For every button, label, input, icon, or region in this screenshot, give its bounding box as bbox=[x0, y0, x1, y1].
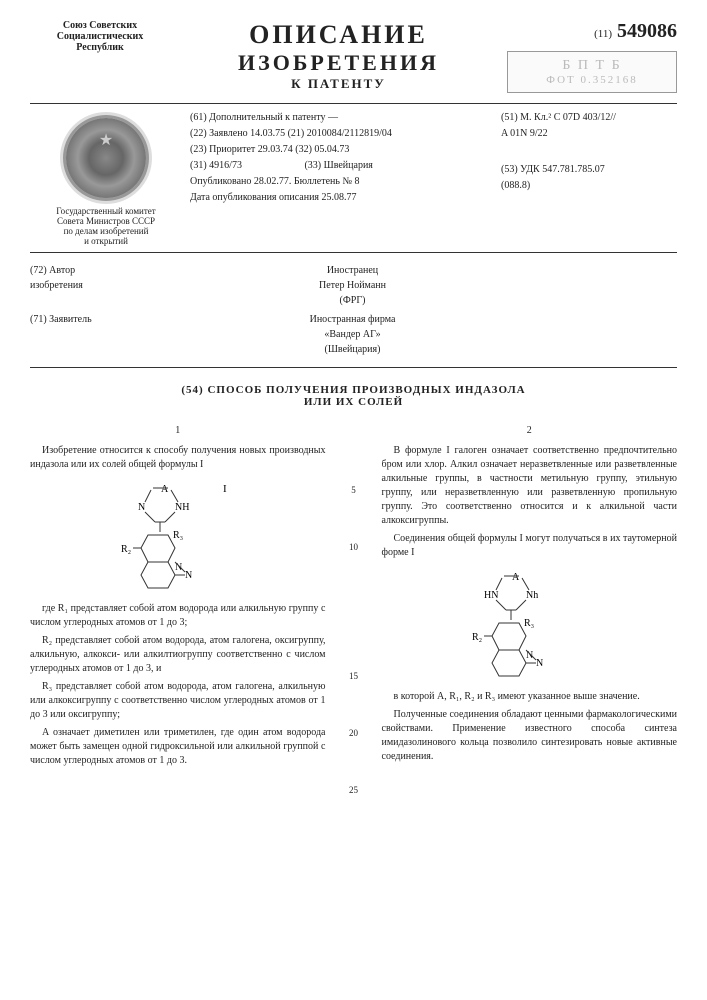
svg-text:Nh: Nh bbox=[526, 590, 538, 601]
stamp-line1: Б П Т Б bbox=[518, 58, 666, 74]
col2-para1: В формуле I галоген означает соответстве… bbox=[382, 444, 678, 528]
field-22: (22) Заявлено 14.03.75 (21) 2010084/2112… bbox=[190, 126, 487, 142]
info-row: Государственный комитет Совета Министров… bbox=[30, 104, 677, 253]
column-2: 2 В формуле I галоген означает соответст… bbox=[382, 424, 678, 795]
svg-text:R₃: R₃ bbox=[524, 618, 534, 629]
field-31-33: (31) 4916/73 (33) Швейцария bbox=[190, 158, 487, 174]
field-33: (33) Швейцария bbox=[304, 160, 372, 171]
field-53: (53) УДК 547.781.785.07 (088.8) bbox=[501, 162, 671, 194]
biblio-right: (51) М. Кл.² C 07D 403/12// A 01N 9/22 (… bbox=[495, 110, 677, 246]
col1-para4: R₃ представляет собой атом водорода, ато… bbox=[30, 680, 326, 722]
pubnum-block: (11) 549086 Б П Т Б ФОТ 0.352168 bbox=[497, 20, 677, 103]
col1-para1: Изобретение относится к способу получени… bbox=[30, 444, 326, 472]
pub-number: 549086 bbox=[617, 20, 677, 42]
svg-text:A: A bbox=[161, 484, 169, 495]
svg-text:I: I bbox=[223, 483, 227, 495]
applicant-value: Иностранная фирма «Вандер АГ» (Швейцария… bbox=[153, 312, 553, 357]
col2-number: 2 bbox=[382, 424, 678, 438]
col1-para2: где R₁ представляет собой атом водорода … bbox=[30, 602, 326, 630]
header-top: Союз Советских Социалистических Республи… bbox=[30, 20, 677, 104]
author-label: (72) Автор изобретения bbox=[30, 263, 150, 293]
svg-text:HN: HN bbox=[484, 590, 498, 601]
publication-date: Дата опубликования описания 25.08.77 bbox=[190, 190, 487, 206]
line-number-gutter: 5 10 15 20 25 bbox=[346, 424, 362, 795]
field-23: (23) Приоритет 29.03.74 (32) 05.04.73 bbox=[190, 142, 487, 158]
lineno-10: 10 bbox=[346, 543, 362, 552]
biblio-center: (61) Дополнительный к патенту — (22) Зая… bbox=[182, 110, 495, 246]
chemical-formula-2: A HN Nh R₃ R₂ N N R₁ bbox=[382, 568, 678, 682]
country-block: Союз Советских Социалистических Республи… bbox=[30, 20, 180, 53]
pub-label: (11) bbox=[594, 28, 612, 40]
body-columns: 1 Изобретение относится к способу получе… bbox=[30, 424, 677, 795]
lineno-5: 5 bbox=[346, 486, 362, 495]
svg-text:R₃: R₃ bbox=[173, 530, 183, 541]
title-block: ОПИСАНИЕ ИЗОБРЕТЕНИЯ К ПАТЕНТУ bbox=[180, 20, 497, 98]
svg-text:NH: NH bbox=[175, 502, 189, 513]
svg-text:R₂: R₂ bbox=[472, 632, 482, 643]
lineno-20: 20 bbox=[346, 729, 362, 738]
field-61: (61) Дополнительный к патенту — bbox=[190, 110, 487, 126]
svg-text:N: N bbox=[536, 658, 543, 669]
col2-para3: в которой A, R₁, R₂ и R₃ имеют указанное… bbox=[382, 690, 678, 704]
publication-number: (11) 549086 bbox=[507, 20, 677, 43]
column-1: 1 Изобретение относится к способу получе… bbox=[30, 424, 326, 795]
svg-text:R₂: R₂ bbox=[121, 544, 131, 555]
col2-para4: Полученные соединения обладают ценными ф… bbox=[382, 708, 678, 764]
svg-text:A: A bbox=[512, 572, 520, 583]
field-51: (51) М. Кл.² C 07D 403/12// A 01N 9/22 bbox=[501, 110, 671, 142]
country-name: Союз Советских Социалистических Республи… bbox=[30, 20, 170, 53]
col1-number: 1 bbox=[30, 424, 326, 438]
committee-text: Государственный комитет Совета Министров… bbox=[36, 206, 176, 246]
title-line1: ОПИСАНИЕ bbox=[190, 20, 487, 50]
stamp-line2: ФОТ 0.352168 bbox=[518, 74, 666, 86]
authors-block: (72) Автор изобретения Иностранец Петер … bbox=[30, 253, 677, 368]
chemical-formula-1: I A N NH R₃ R₂ N N R₁ bbox=[30, 480, 326, 594]
col1-para3: R₂ представляет собой атом водорода, ато… bbox=[30, 634, 326, 676]
invention-title: (54) СПОСОБ ПОЛУЧЕНИЯ ПРОИЗВОДНЫХ ИНДАЗО… bbox=[30, 384, 677, 408]
subtitle: К ПАТЕНТУ bbox=[190, 76, 487, 92]
ussr-emblem-icon bbox=[66, 118, 146, 198]
author-value: Иностранец Петер Нойманн (ФРГ) bbox=[153, 263, 553, 308]
svg-text:N: N bbox=[185, 570, 192, 581]
emblem-committee: Государственный комитет Совета Министров… bbox=[30, 110, 182, 246]
lineno-25: 25 bbox=[346, 786, 362, 795]
col2-para2: Соединения общей формулы I могут получат… bbox=[382, 532, 678, 560]
field-31: (31) 4916/73 bbox=[190, 160, 242, 171]
applicant-label: (71) Заявитель bbox=[30, 312, 150, 327]
publication-info: Опубликовано 28.02.77. Бюллетень № 8 bbox=[190, 174, 487, 190]
col1-para5: A означает диметилен или триметилен, где… bbox=[30, 726, 326, 768]
svg-text:N: N bbox=[138, 502, 145, 513]
stamp-box: Б П Т Б ФОТ 0.352168 bbox=[507, 51, 677, 93]
title-line2: ИЗОБРЕТЕНИЯ bbox=[190, 50, 487, 76]
lineno-15: 15 bbox=[346, 672, 362, 681]
